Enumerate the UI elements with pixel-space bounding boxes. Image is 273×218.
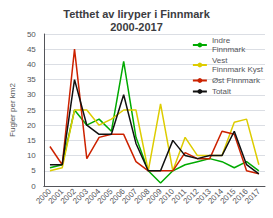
svg-text:2001: 2001 <box>46 186 66 206</box>
svg-text:50: 50 <box>27 30 36 39</box>
svg-text:2013: 2013 <box>194 186 213 206</box>
svg-text:2015: 2015 <box>218 186 238 206</box>
svg-text:2009: 2009 <box>144 186 164 206</box>
svg-text:0: 0 <box>31 182 36 191</box>
svg-text:2000-2017: 2000-2017 <box>110 21 163 33</box>
svg-text:40: 40 <box>27 60 36 69</box>
svg-text:2016: 2016 <box>230 186 250 206</box>
svg-text:25: 25 <box>27 106 36 115</box>
svg-text:2011: 2011 <box>169 186 189 206</box>
svg-text:2003: 2003 <box>71 186 90 206</box>
svg-text:35: 35 <box>27 75 36 84</box>
svg-text:2012: 2012 <box>181 186 201 206</box>
svg-text:Indre: Indre <box>212 36 231 45</box>
svg-text:20: 20 <box>27 121 36 130</box>
svg-text:2007: 2007 <box>120 186 140 206</box>
svg-text:2004: 2004 <box>83 186 103 206</box>
svg-text:2002: 2002 <box>58 186 78 206</box>
svg-text:2010: 2010 <box>157 186 176 206</box>
svg-text:2008: 2008 <box>132 186 152 206</box>
svg-text:Totalt: Totalt <box>212 87 232 96</box>
svg-text:10: 10 <box>27 151 36 160</box>
svg-text:2006: 2006 <box>107 186 127 206</box>
svg-text:Finnmark: Finnmark <box>212 45 246 54</box>
svg-text:2000: 2000 <box>34 186 54 206</box>
svg-text:30: 30 <box>27 90 36 99</box>
svg-text:45: 45 <box>27 45 36 54</box>
svg-text:5: 5 <box>31 166 36 175</box>
svg-text:Finnmark Kyst: Finnmark Kyst <box>212 65 264 74</box>
svg-text:2005: 2005 <box>95 186 115 206</box>
svg-text:Øst Finnmark: Øst Finnmark <box>212 76 261 85</box>
svg-text:2017: 2017 <box>243 186 262 205</box>
svg-text:Tetthet av liryper i Finnmark: Tetthet av liryper i Finnmark <box>63 8 210 20</box>
svg-text:Vest: Vest <box>212 56 228 65</box>
svg-text:2014: 2014 <box>206 186 226 206</box>
svg-text:Fugler per km2: Fugler per km2 <box>8 83 17 137</box>
svg-text:15: 15 <box>27 136 36 145</box>
